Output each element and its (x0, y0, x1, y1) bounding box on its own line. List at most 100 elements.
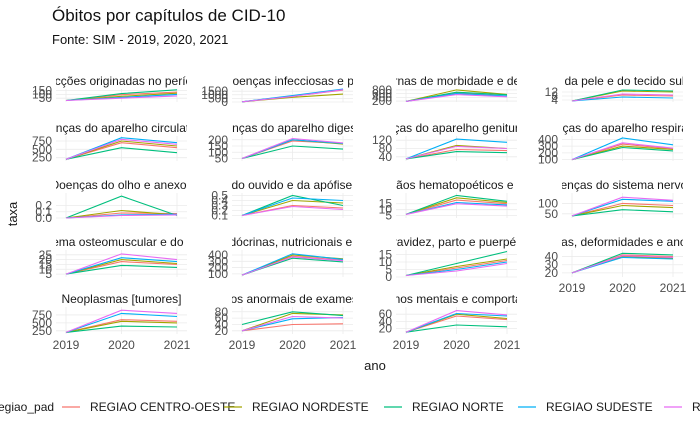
y-tick-label: 0.5 (211, 189, 228, 203)
series-line-regiao-sul (571, 93, 674, 102)
y-tick-label: 0.0 (35, 211, 52, 225)
legend-label: REGIAO NORDESTE (252, 400, 369, 414)
legend-item: REGIAO CENTRO-OESTE (62, 400, 235, 414)
legend: regiao_pad REGIAO CENTRO-OESTE REGIAO NORD… (0, 400, 700, 414)
y-tick-label: 80 (215, 305, 229, 319)
y-tick-label: 1500 (201, 84, 228, 98)
legend-title: regiao_pad (0, 400, 54, 414)
series-line-regiao-norte (241, 194, 344, 217)
grid (56, 136, 187, 161)
facet-strip-label: Algumas doenças infecciosas e parasitári… (176, 74, 409, 88)
facet-strip-label: Sintomas, sinais e achados anormais de e… (97, 292, 488, 306)
y-tick-label: 15 (39, 257, 53, 271)
y-tick-label: 100 (538, 196, 558, 210)
x-tick-label: 2020 (279, 338, 306, 352)
y-tick-label: 150 (32, 84, 52, 98)
series-line-regiao-norte (571, 252, 674, 274)
y-tick-label: 80 (379, 142, 393, 156)
x-tick-label: 2021 (164, 338, 191, 352)
facet-panel: Doenças do sangue e dos órgãos hematopoé… (236, 178, 677, 223)
series-line-regiao-nordeste (65, 209, 178, 219)
series-line-regiao-norte (65, 325, 178, 333)
facet-panel: Sintomas, sinais e achados anormais de e… (97, 292, 488, 352)
series-line-regiao-sul (65, 138, 178, 160)
series-line-regiao-sul (241, 256, 344, 276)
series-line-regiao-norte (241, 145, 344, 160)
series-line-regiao-sul (405, 145, 508, 160)
series-line-regiao-nordeste (65, 320, 178, 333)
facet-strip-label: Doenças endócrinas, nutricionais e metab… (165, 235, 419, 249)
facet-strip-label: Causas externas de morbidade e de mortal… (327, 74, 587, 88)
y-tick-label: 300 (208, 254, 228, 268)
series-line-regiao-sul (65, 253, 178, 275)
series-line-regiao-sul (65, 95, 178, 102)
y-tick-label: 50 (545, 207, 559, 221)
y-tick-label: 20 (545, 266, 559, 280)
facet-panel: Algumas doenças infecciosas e parasitári… (176, 74, 409, 109)
y-tick-label: 40 (215, 317, 229, 331)
series-line-regiao-norte (65, 89, 178, 102)
y-tick-label: 400 (372, 90, 392, 104)
facet-strip-label: Doenças do sistema nervoso (545, 178, 700, 192)
y-tick-label: 0.1 (35, 205, 52, 219)
grid (562, 250, 683, 277)
chart-subtitle: Fonte: SIM - 2019, 2020, 2021 (52, 32, 229, 47)
series-line-regiao-nordeste (405, 258, 508, 277)
series-line-regiao-norte (405, 151, 508, 160)
facet-strip-label: Doenças do olho e anexos (50, 178, 192, 192)
facet-panel: Doenças do olho e anexos 0.00.10.2 (35, 178, 192, 225)
y-tick-label: 20 (379, 322, 393, 336)
y-tick-label: 8 (551, 89, 558, 103)
x-tick-label: 2021 (494, 338, 521, 352)
series-line-regiao-sul (241, 89, 344, 103)
y-tick-label: 250 (32, 151, 52, 165)
y-tick-label: 40 (545, 250, 559, 264)
facet-strip-label: Doenças do aparelho respiratório (534, 121, 700, 135)
y-tick-label: 0.4 (211, 194, 228, 208)
series-line-regiao-sul (405, 203, 508, 215)
series-line-regiao-centro-oeste (405, 315, 508, 333)
y-tick-label: 0.2 (35, 199, 52, 213)
series-line-regiao-centro-oeste (405, 148, 508, 160)
y-tick-label: 400 (208, 248, 228, 262)
y-tick-label: 120 (372, 133, 392, 147)
facet-strip-label: Malformações congênitas, deformidades e … (437, 235, 700, 249)
x-tick-label: 2020 (609, 281, 636, 295)
legend-label: REGIAO SUL (692, 400, 700, 414)
series-line-regiao-sudeste (571, 137, 674, 161)
y-tick-label: 10 (39, 262, 53, 276)
x-tick-label: 2020 (443, 338, 470, 352)
y-tick-label: 5 (385, 263, 392, 277)
y-tick-label: 40 (379, 150, 393, 164)
series-line-regiao-sudeste (571, 198, 674, 217)
facet-panel: Transtornos mentais e comportamentais 204… (379, 292, 521, 352)
facet-panel: Doenças do aparelho circulatório 25050075… (32, 121, 187, 165)
y-tick-label: 5 (45, 267, 52, 281)
y-tick-label: 0.2 (211, 204, 228, 218)
y-tick-label: 400 (538, 132, 558, 146)
series-line-regiao-sul (241, 137, 344, 160)
series-line-regiao-norte (571, 89, 674, 102)
y-tick-label: 15 (379, 248, 393, 262)
facet-strip-label: Doenças do sistema osteomuscular e do te… (0, 235, 277, 249)
facet-strip-label: Doenças do sangue e dos órgãos hematopoé… (236, 178, 677, 192)
facet-panel: Doenças do aparelho respiratório 10020030… (534, 121, 700, 167)
series-line-regiao-sul (405, 310, 508, 333)
series-line-regiao-norte (65, 264, 178, 275)
y-tick-label: 0.3 (211, 199, 228, 213)
y-tick-label: 150 (208, 139, 228, 153)
y-tick-label: 100 (208, 267, 228, 281)
y-tick-label: 200 (372, 94, 392, 108)
legend-label: REGIAO CENTRO-OESTE (90, 400, 235, 414)
series-line-regiao-sul (405, 94, 508, 102)
facet-strip-label: Algumas afecções originadas no período p… (0, 74, 255, 88)
x-tick-label: 2021 (330, 338, 357, 352)
y-tick-label: 0 (385, 270, 392, 284)
x-tick-label: 2019 (53, 338, 80, 352)
series-line-regiao-sul (405, 262, 508, 277)
y-tick-label: 0 (221, 95, 228, 109)
